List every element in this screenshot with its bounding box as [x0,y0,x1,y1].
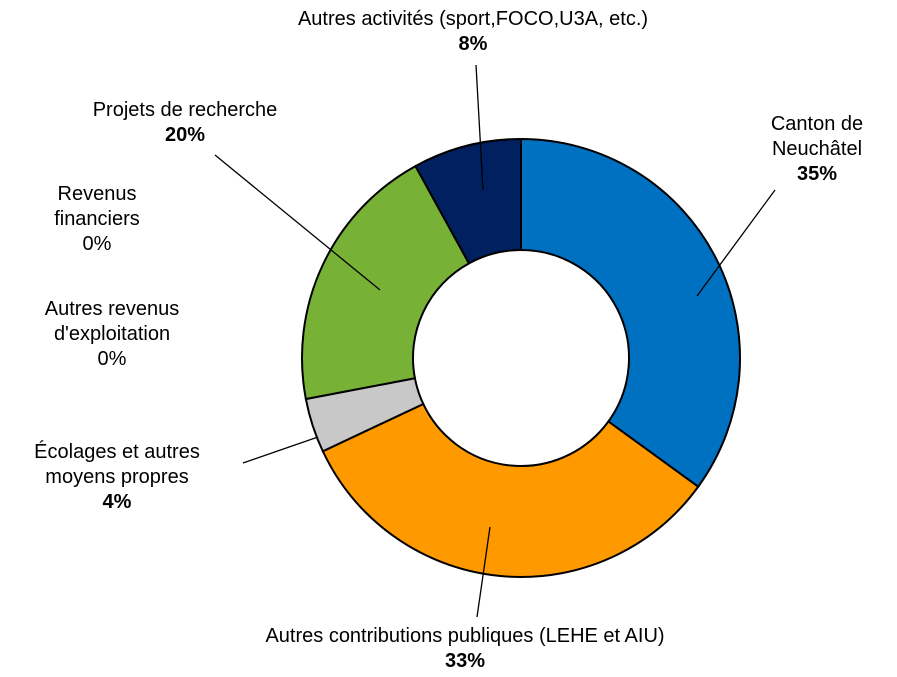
slice-label: Projets de recherche 20% [45,98,325,148]
slice-label: Autres activités (sport,FOCO,U3A, etc.) 8… [213,7,733,57]
donut-segment [414,137,522,265]
category-name: Projets de recherche [92,99,278,121]
leader-line [214,154,381,291]
donut-segment [301,164,471,401]
slice-label: Écolages et autres moyens propres 4% [5,440,230,515]
percent-label: 0% [97,348,127,370]
category-name: Écolages et autres moyens propres [34,441,200,488]
donut-segment [520,137,741,489]
percent-label: 0% [82,233,112,255]
leader-line [475,64,484,191]
percent-label: 20% [164,124,206,146]
percent-label: 35% [796,163,838,185]
category-name: Autres contributions publiques (LEHE et … [265,625,665,647]
category-name: Canton de Neuchâtel [770,113,864,160]
slice-label: Autres revenus d'exploitation 0% [12,297,212,372]
category-name: Autres activités (sport,FOCO,U3A, etc.) [297,8,649,30]
percent-label: 8% [458,33,488,55]
donut-segment [321,402,700,578]
leader-line [242,436,319,464]
leader-line [476,526,491,618]
slice-label: Canton de Neuchâtel 35% [752,112,882,187]
percent-label: 4% [102,491,132,513]
leader-line [696,189,776,297]
category-name: Autres revenus d'exploitation [44,298,180,345]
category-name: Revenus financiers [54,183,140,230]
percent-label: 33% [444,650,486,672]
slice-label: Revenus financiers 0% [40,182,155,257]
slice-label: Autres contributions publiques (LEHE et … [175,624,755,674]
